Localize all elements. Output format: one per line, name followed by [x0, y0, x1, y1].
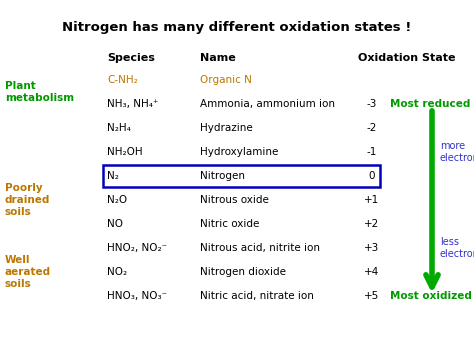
Text: more
electrons: more electrons — [440, 141, 474, 163]
Text: Nitrogen has many different oxidation states !: Nitrogen has many different oxidation st… — [62, 22, 412, 34]
Text: Nitrogen: Nitrogen — [200, 171, 245, 181]
Text: Hydroxylamine: Hydroxylamine — [200, 147, 278, 157]
Text: N₂H₄: N₂H₄ — [107, 123, 131, 133]
Text: Oxidation State: Oxidation State — [358, 53, 456, 63]
Text: N₂: N₂ — [107, 171, 119, 181]
Text: -1: -1 — [367, 147, 377, 157]
Text: NO: NO — [107, 219, 123, 229]
Text: Organic N: Organic N — [200, 75, 252, 85]
Text: NH₃, NH₄⁺: NH₃, NH₄⁺ — [107, 99, 158, 109]
Text: Name: Name — [200, 53, 236, 63]
Text: NO₂: NO₂ — [107, 267, 127, 277]
Text: Poorly
drained
soils: Poorly drained soils — [5, 182, 50, 217]
Text: NH₂OH: NH₂OH — [107, 147, 143, 157]
Text: +4: +4 — [365, 267, 380, 277]
Text: -2: -2 — [367, 123, 377, 133]
Text: Nitric oxide: Nitric oxide — [200, 219, 259, 229]
Text: Most reduced: Most reduced — [390, 99, 470, 109]
Text: Plant
metabolism: Plant metabolism — [5, 81, 74, 103]
Text: +5: +5 — [365, 291, 380, 301]
Text: Well
aerated
soils: Well aerated soils — [5, 255, 51, 289]
Text: HNO₂, NO₂⁻: HNO₂, NO₂⁻ — [107, 243, 167, 253]
Text: +1: +1 — [365, 195, 380, 205]
Text: +2: +2 — [365, 219, 380, 229]
Text: Nitrous acid, nitrite ion: Nitrous acid, nitrite ion — [200, 243, 320, 253]
Text: Species: Species — [107, 53, 155, 63]
Text: less
electrons: less electrons — [440, 237, 474, 259]
Text: Ammonia, ammonium ion: Ammonia, ammonium ion — [200, 99, 335, 109]
Text: Nitrous oxide: Nitrous oxide — [200, 195, 269, 205]
Text: Nitrogen dioxide: Nitrogen dioxide — [200, 267, 286, 277]
Text: -3: -3 — [367, 99, 377, 109]
Text: Nitric acid, nitrate ion: Nitric acid, nitrate ion — [200, 291, 314, 301]
Text: +3: +3 — [365, 243, 380, 253]
Text: N₂O: N₂O — [107, 195, 127, 205]
Bar — [103, 165, 380, 187]
Text: C-NH₂: C-NH₂ — [107, 75, 138, 85]
Text: Hydrazine: Hydrazine — [200, 123, 253, 133]
Text: Most oxidized: Most oxidized — [390, 291, 472, 301]
Text: HNO₃, NO₃⁻: HNO₃, NO₃⁻ — [107, 291, 167, 301]
Text: 0: 0 — [369, 171, 375, 181]
